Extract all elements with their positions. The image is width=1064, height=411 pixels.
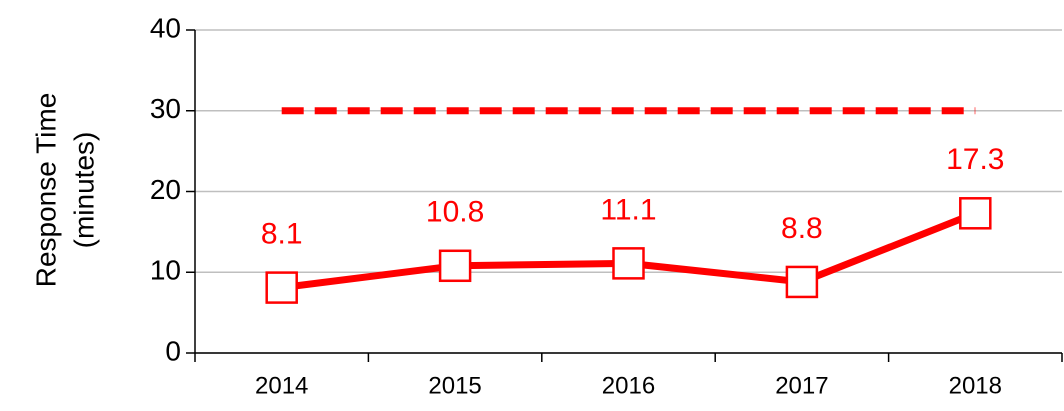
- y-tick-label: 40: [150, 12, 181, 43]
- y-tick-label: 10: [150, 255, 181, 286]
- x-tick-label: 2015: [428, 372, 481, 399]
- marker: [612, 247, 645, 280]
- data-label: 8.8: [781, 212, 823, 245]
- x-tick-label: 2018: [949, 372, 1002, 399]
- marker: [959, 197, 992, 230]
- data-label: 11.1: [600, 193, 656, 226]
- marker: [785, 265, 819, 299]
- y-axis-title-line: Response Time: [30, 93, 61, 288]
- y-axis-title: Response Time (minutes): [30, 93, 99, 288]
- y-tick-label: 30: [150, 93, 181, 124]
- data-label: 17.3: [946, 143, 1004, 176]
- x-tick-label: 2017: [775, 372, 828, 399]
- y-tick-label: 0: [165, 335, 181, 366]
- x-tick-label: 2016: [602, 372, 655, 399]
- data-label: 8.1: [261, 218, 303, 251]
- data-label: 10.8: [426, 196, 484, 229]
- marker: [265, 271, 298, 304]
- x-tick-label: 2014: [255, 372, 308, 399]
- y-tick-label: 20: [150, 174, 181, 205]
- marker: [438, 249, 472, 283]
- y-axis-title-line: (minutes): [68, 132, 99, 249]
